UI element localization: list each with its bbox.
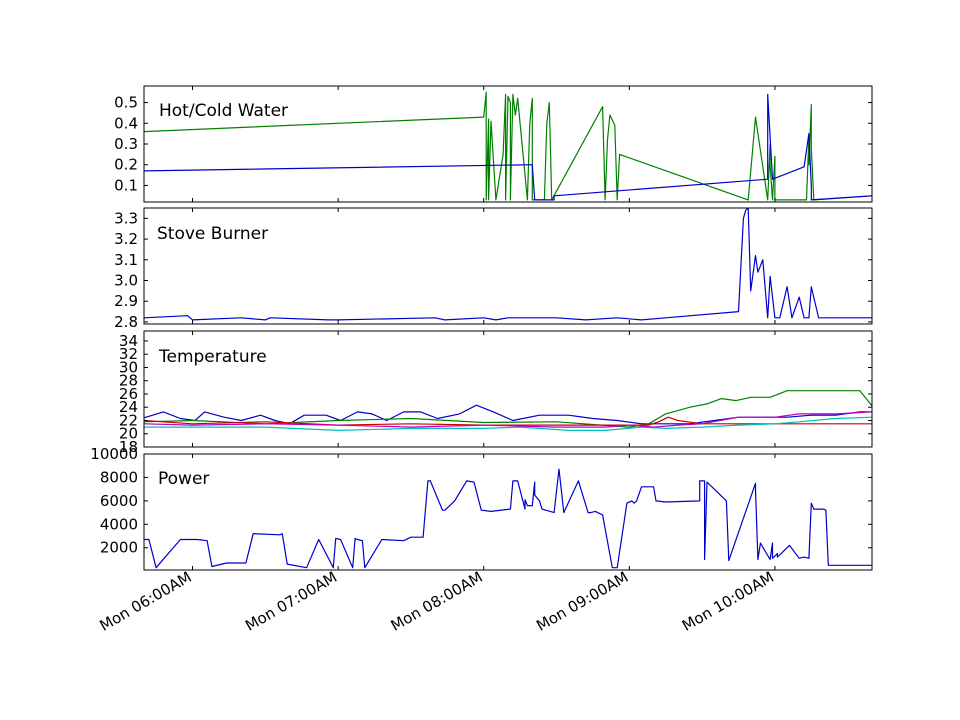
axes-frame-power bbox=[143, 453, 873, 571]
y-tick-label-temperature: 20 bbox=[119, 425, 138, 443]
panel-title-temperature: Temperature bbox=[158, 347, 267, 367]
y-tick-label-stove-burner: 3.0 bbox=[114, 272, 138, 290]
panel-title-stove-burner: Stove Burner bbox=[157, 224, 268, 244]
y-tick-label-temperature: 24 bbox=[119, 398, 138, 416]
y-tick-label-temperature: 34 bbox=[119, 332, 138, 350]
series-line-temperature-4 bbox=[144, 416, 873, 431]
y-tick-label-power: 2000 bbox=[100, 539, 138, 557]
y-tick-label-hot-cold-water: 0.5 bbox=[114, 94, 138, 112]
y-tick-label-temperature: 18 bbox=[119, 438, 138, 456]
series-line-stove-burner-1 bbox=[143, 207, 872, 321]
axes-frame-temperature bbox=[143, 330, 873, 448]
y-tick-label-temperature: 22 bbox=[119, 411, 138, 429]
series-line-hot-cold-water-2 bbox=[143, 93, 873, 201]
y-tick-label-hot-cold-water: 0.4 bbox=[114, 114, 138, 132]
y-tick-label-temperature: 26 bbox=[119, 385, 138, 403]
series-line-power-1 bbox=[144, 468, 872, 569]
y-tick-label-stove-burner: 3.3 bbox=[114, 209, 138, 227]
y-tick-label-stove-burner: 3.2 bbox=[114, 230, 138, 248]
series-line-hot-cold-water-1 bbox=[143, 91, 873, 201]
y-tick-label-temperature: 28 bbox=[119, 372, 138, 390]
y-axis-power: 2000 4000 6000 8000 10000 bbox=[90, 445, 872, 557]
y-tick-label-power: 4000 bbox=[100, 515, 138, 533]
y-tick-label-temperature: 32 bbox=[119, 345, 138, 363]
plot-area-hot-cold-water bbox=[143, 91, 873, 201]
plot-area-power bbox=[144, 468, 872, 569]
y-tick-label-stove-burner: 2.8 bbox=[114, 313, 138, 331]
y-axis-stove-burner: 2.8 2.9 3.0 3.1 3.2 3.3 bbox=[114, 209, 872, 331]
panel-title-hot-cold-water: Hot/Cold Water bbox=[159, 101, 288, 121]
y-tick-label-stove-burner: 3.1 bbox=[114, 251, 138, 269]
y-tick-label-power: 6000 bbox=[100, 492, 138, 510]
panel-title-power: Power bbox=[158, 469, 209, 489]
panel-power: Power 2000 4000 6000 8000 10000 bbox=[90, 445, 873, 571]
series-line-temperature-2 bbox=[143, 390, 873, 428]
axes-frame-hot-cold-water bbox=[143, 85, 873, 203]
y-tick-label-power: 10000 bbox=[90, 445, 138, 463]
plot-area-stove-burner bbox=[143, 207, 872, 321]
panel-hot-cold-water: Hot/Cold Water 0.1 0.2 0.3 0.4 0.5 bbox=[114, 85, 873, 203]
y-tick-label-temperature: 30 bbox=[119, 358, 138, 376]
y-tick-label-power: 8000 bbox=[100, 468, 138, 486]
y-axis-hot-cold-water: 0.1 0.2 0.3 0.4 0.5 bbox=[114, 94, 872, 194]
y-tick-label-stove-burner: 2.9 bbox=[114, 292, 138, 310]
y-tick-label-hot-cold-water: 0.3 bbox=[114, 135, 138, 153]
series-line-temperature-5 bbox=[143, 411, 873, 428]
plot-area-temperature bbox=[143, 390, 873, 431]
y-tick-label-hot-cold-water: 0.1 bbox=[114, 176, 138, 194]
panel-stove-burner: Stove Burner 2.8 2.9 3.0 3.1 3.2 3.3 bbox=[114, 207, 873, 331]
axes-frame-stove-burner bbox=[143, 207, 873, 325]
y-tick-label-hot-cold-water: 0.2 bbox=[114, 156, 138, 174]
